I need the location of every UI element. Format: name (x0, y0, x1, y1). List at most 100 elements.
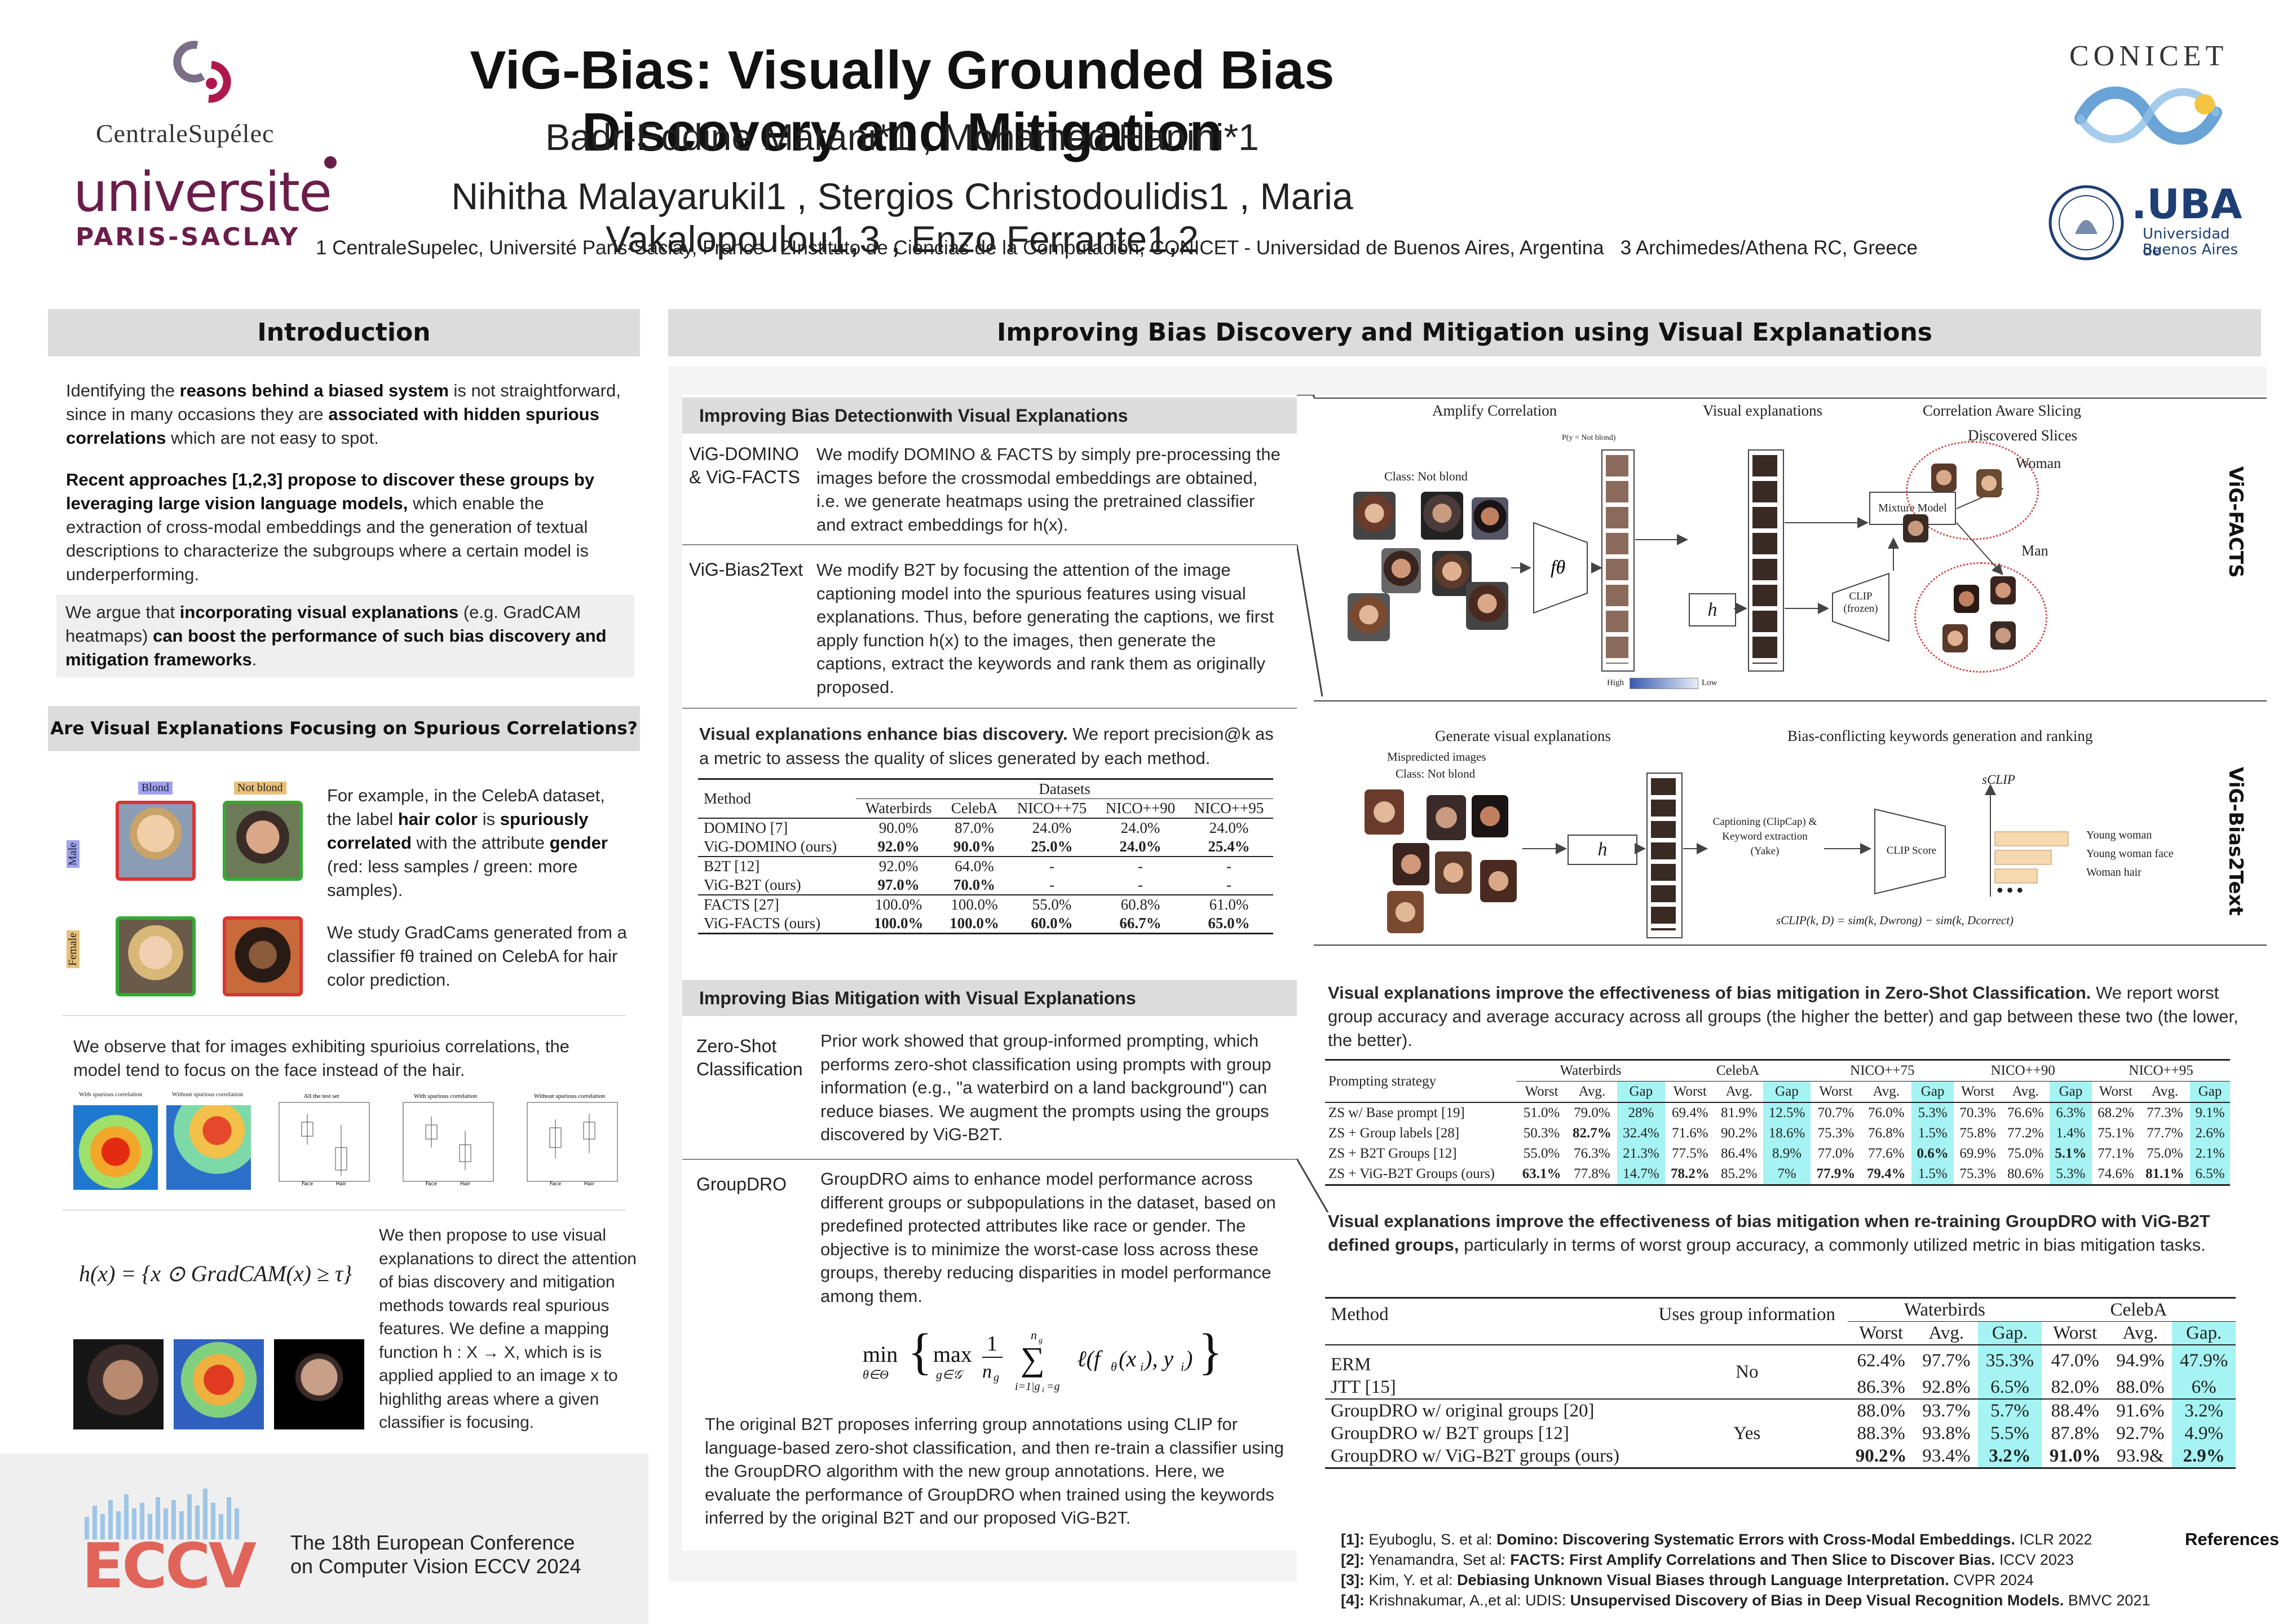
cell: 2.1% (2190, 1144, 2230, 1164)
spurious-heading-text: Are Visual Explanations Focusing on Spur… (50, 718, 638, 739)
cell: 77.1% (2098, 1146, 2134, 1161)
logo-paris-saclay: universite PARIS-SACLAY (73, 156, 344, 257)
domino-label: ViG-DOMINO & ViG-FACTS (689, 444, 800, 487)
cell: 6.3% (2049, 1102, 2092, 1123)
reference-item: [3]: Kim, Y. et al: Debiasing Unknown Vi… (1341, 1570, 2187, 1590)
svg-text:g: g (1039, 1336, 1043, 1345)
cell: 77.9% (1816, 1166, 1856, 1181)
clip-score-label: CLIP Score (1886, 845, 1937, 857)
paris-saclay-dot-icon (324, 156, 337, 169)
boxplot-x-label: Hair (336, 1181, 347, 1187)
text: Identifying the (66, 381, 180, 400)
table-row: ViG-B2T (ours) 97.0% 70.0% - - - (698, 876, 1273, 895)
cell: 93.9& (2117, 1445, 2164, 1466)
svg-text:max: max (933, 1341, 972, 1367)
cell: 77.7% (2147, 1126, 2183, 1141)
cell: 86.4% (1721, 1146, 1758, 1161)
reference-item: [4]: Krishnakumar, A.,et al: UDIS: Unsup… (1341, 1590, 2187, 1610)
slice-face (1942, 624, 1968, 652)
step-keywords: Bias-conflicting keywords generation and… (1787, 727, 2093, 744)
input-face (1480, 860, 1517, 902)
table-row: ZS + ViG-B2T Groups (ours) 63.1% 77.8% 14.7… (1325, 1164, 2230, 1185)
mapping-formula: h(x) = {x ⊙ GradCAM(x) ≥ τ} (79, 1261, 352, 1286)
step-slicing: Correlation Aware Slicing (1923, 402, 2081, 419)
boxplot-x-label: Hair (460, 1181, 471, 1187)
cell: 69.9% (1959, 1146, 1996, 1161)
f-theta-label: fθ (1551, 557, 1565, 578)
cell: FACTS [27] (704, 896, 779, 913)
main-heading: Improving Bias Discovery and Mitigation … (668, 309, 2261, 356)
centralesupelec-logo-icon (173, 41, 231, 103)
cell: 91.0% (2049, 1445, 2101, 1466)
class-label-2: Class: Not blond (1396, 767, 1476, 780)
cell: 8.9% (1763, 1144, 1811, 1164)
divider (682, 544, 1297, 545)
prob-label: P(y = Not blond) (1562, 434, 1616, 442)
gdro-text: GroupDRO aims to enhance model performan… (820, 1169, 1276, 1306)
table-row: ZS w/ Base prompt [19] 51.0% 79.0% 28% 69.4%… (1325, 1102, 2230, 1123)
svg-text:(x: (x (1119, 1346, 1136, 1371)
text: Eyuboglu, S. et al: (1365, 1531, 1497, 1548)
keyword-2: Young woman face (2086, 848, 2174, 860)
table-subheader: Gap (2049, 1081, 2092, 1102)
cell: 77.6% (1867, 1146, 1905, 1161)
clip-label: CLIP (frozen) (1843, 590, 1878, 615)
input-face (1393, 843, 1429, 885)
table-subheader: Avg. (2151, 1084, 2179, 1099)
sclip-formula: sCLIP(k, D) = sim(k, Dwrong) − sim(k, Dc… (1776, 914, 2014, 927)
references-heading: References (2185, 1529, 2280, 1549)
cell: ViG-DOMINO (ours) (704, 838, 837, 855)
cell: 86.3% (1857, 1376, 1905, 1397)
hx-masked-image (274, 1339, 364, 1429)
cell: 77.3% (2147, 1105, 2183, 1120)
table-row: DOMINO [7] 90.0% 87.0% 24.0% 24.0% 24.0% (698, 818, 1273, 837)
table-subheader: Gap (1911, 1081, 1954, 1102)
cell: 14.7% (1617, 1164, 1665, 1185)
text: We report precision@k as a metric to ass… (699, 724, 1274, 768)
slice-woman-label: Woman (2016, 455, 2061, 471)
table-header: Method (1331, 1304, 1389, 1325)
spurious-heading: Are Visual Explanations Focusing on Spur… (48, 706, 640, 751)
cell: 2.9% (2172, 1445, 2236, 1468)
paris-saclay-wordmark-2: PARIS-SACLAY (76, 223, 301, 251)
cell: - (1226, 876, 1231, 893)
cell: 77.8% (1574, 1166, 1610, 1181)
cell: 78.2% (1670, 1166, 1710, 1181)
cell: 68.2% (2098, 1105, 2134, 1120)
cell: 5.7% (1978, 1399, 2042, 1422)
table-subheader: Gap (1763, 1081, 1811, 1102)
cell: 1.5% (1911, 1164, 1954, 1185)
cell: 5.1% (2049, 1144, 2092, 1164)
text: [2]: (1341, 1551, 1365, 1568)
uba-name-1: Universidad de (2143, 226, 2230, 259)
text: (red: less samples / green: more samples… (327, 857, 578, 900)
zs-text: Prior work showed that group-informed pr… (820, 1031, 1271, 1144)
slice-face (1954, 585, 1979, 613)
input-face (1435, 851, 1472, 894)
cell: 92.0% (877, 838, 920, 855)
text: particularly in terms of worst group acc… (1459, 1235, 2206, 1255)
cell: 5.5% (1978, 1422, 2042, 1445)
input-face (1348, 593, 1390, 641)
captioning-label: Captioning (ClipCap) & Keyword extractio… (1712, 816, 1817, 857)
table-subheader: Worst (2053, 1322, 2098, 1343)
table-row: ViG-DOMINO (ours) 92.0% 90.0% 25.0% 24.0% 25.… (698, 837, 1273, 857)
divider (62, 1210, 626, 1211)
heatmap-image-1 (73, 1105, 158, 1190)
table-subheader: Avg. (2012, 1084, 2039, 1099)
zero-shot-table: Prompting strategy Waterbirds CelebA NIC… (1325, 1059, 2230, 1186)
table-subheader: Gap. (1978, 1321, 2042, 1345)
connector-lines (1297, 395, 1329, 1212)
cell: 79.0% (1574, 1105, 1610, 1120)
cell: JTT [15] (1331, 1376, 1396, 1397)
table-header: Waterbirds (1847, 1298, 2042, 1322)
affiliations: 1 CentraleSupelec, Université Paris-Sacl… (316, 237, 1918, 259)
text: For example, in the CelebA dataset, the … (327, 785, 605, 829)
cell: 100.0% (875, 896, 922, 913)
table-row: ViG-FACTS (ours) 100.0% 100.0% 60.0% 66.7% 65… (698, 914, 1273, 934)
cell: 80.6% (2007, 1166, 2044, 1181)
cell: - (1049, 876, 1054, 893)
h-function-box-2: h (1568, 835, 1637, 865)
b2t-text: We modify B2T by focusing the attention … (816, 560, 1274, 697)
